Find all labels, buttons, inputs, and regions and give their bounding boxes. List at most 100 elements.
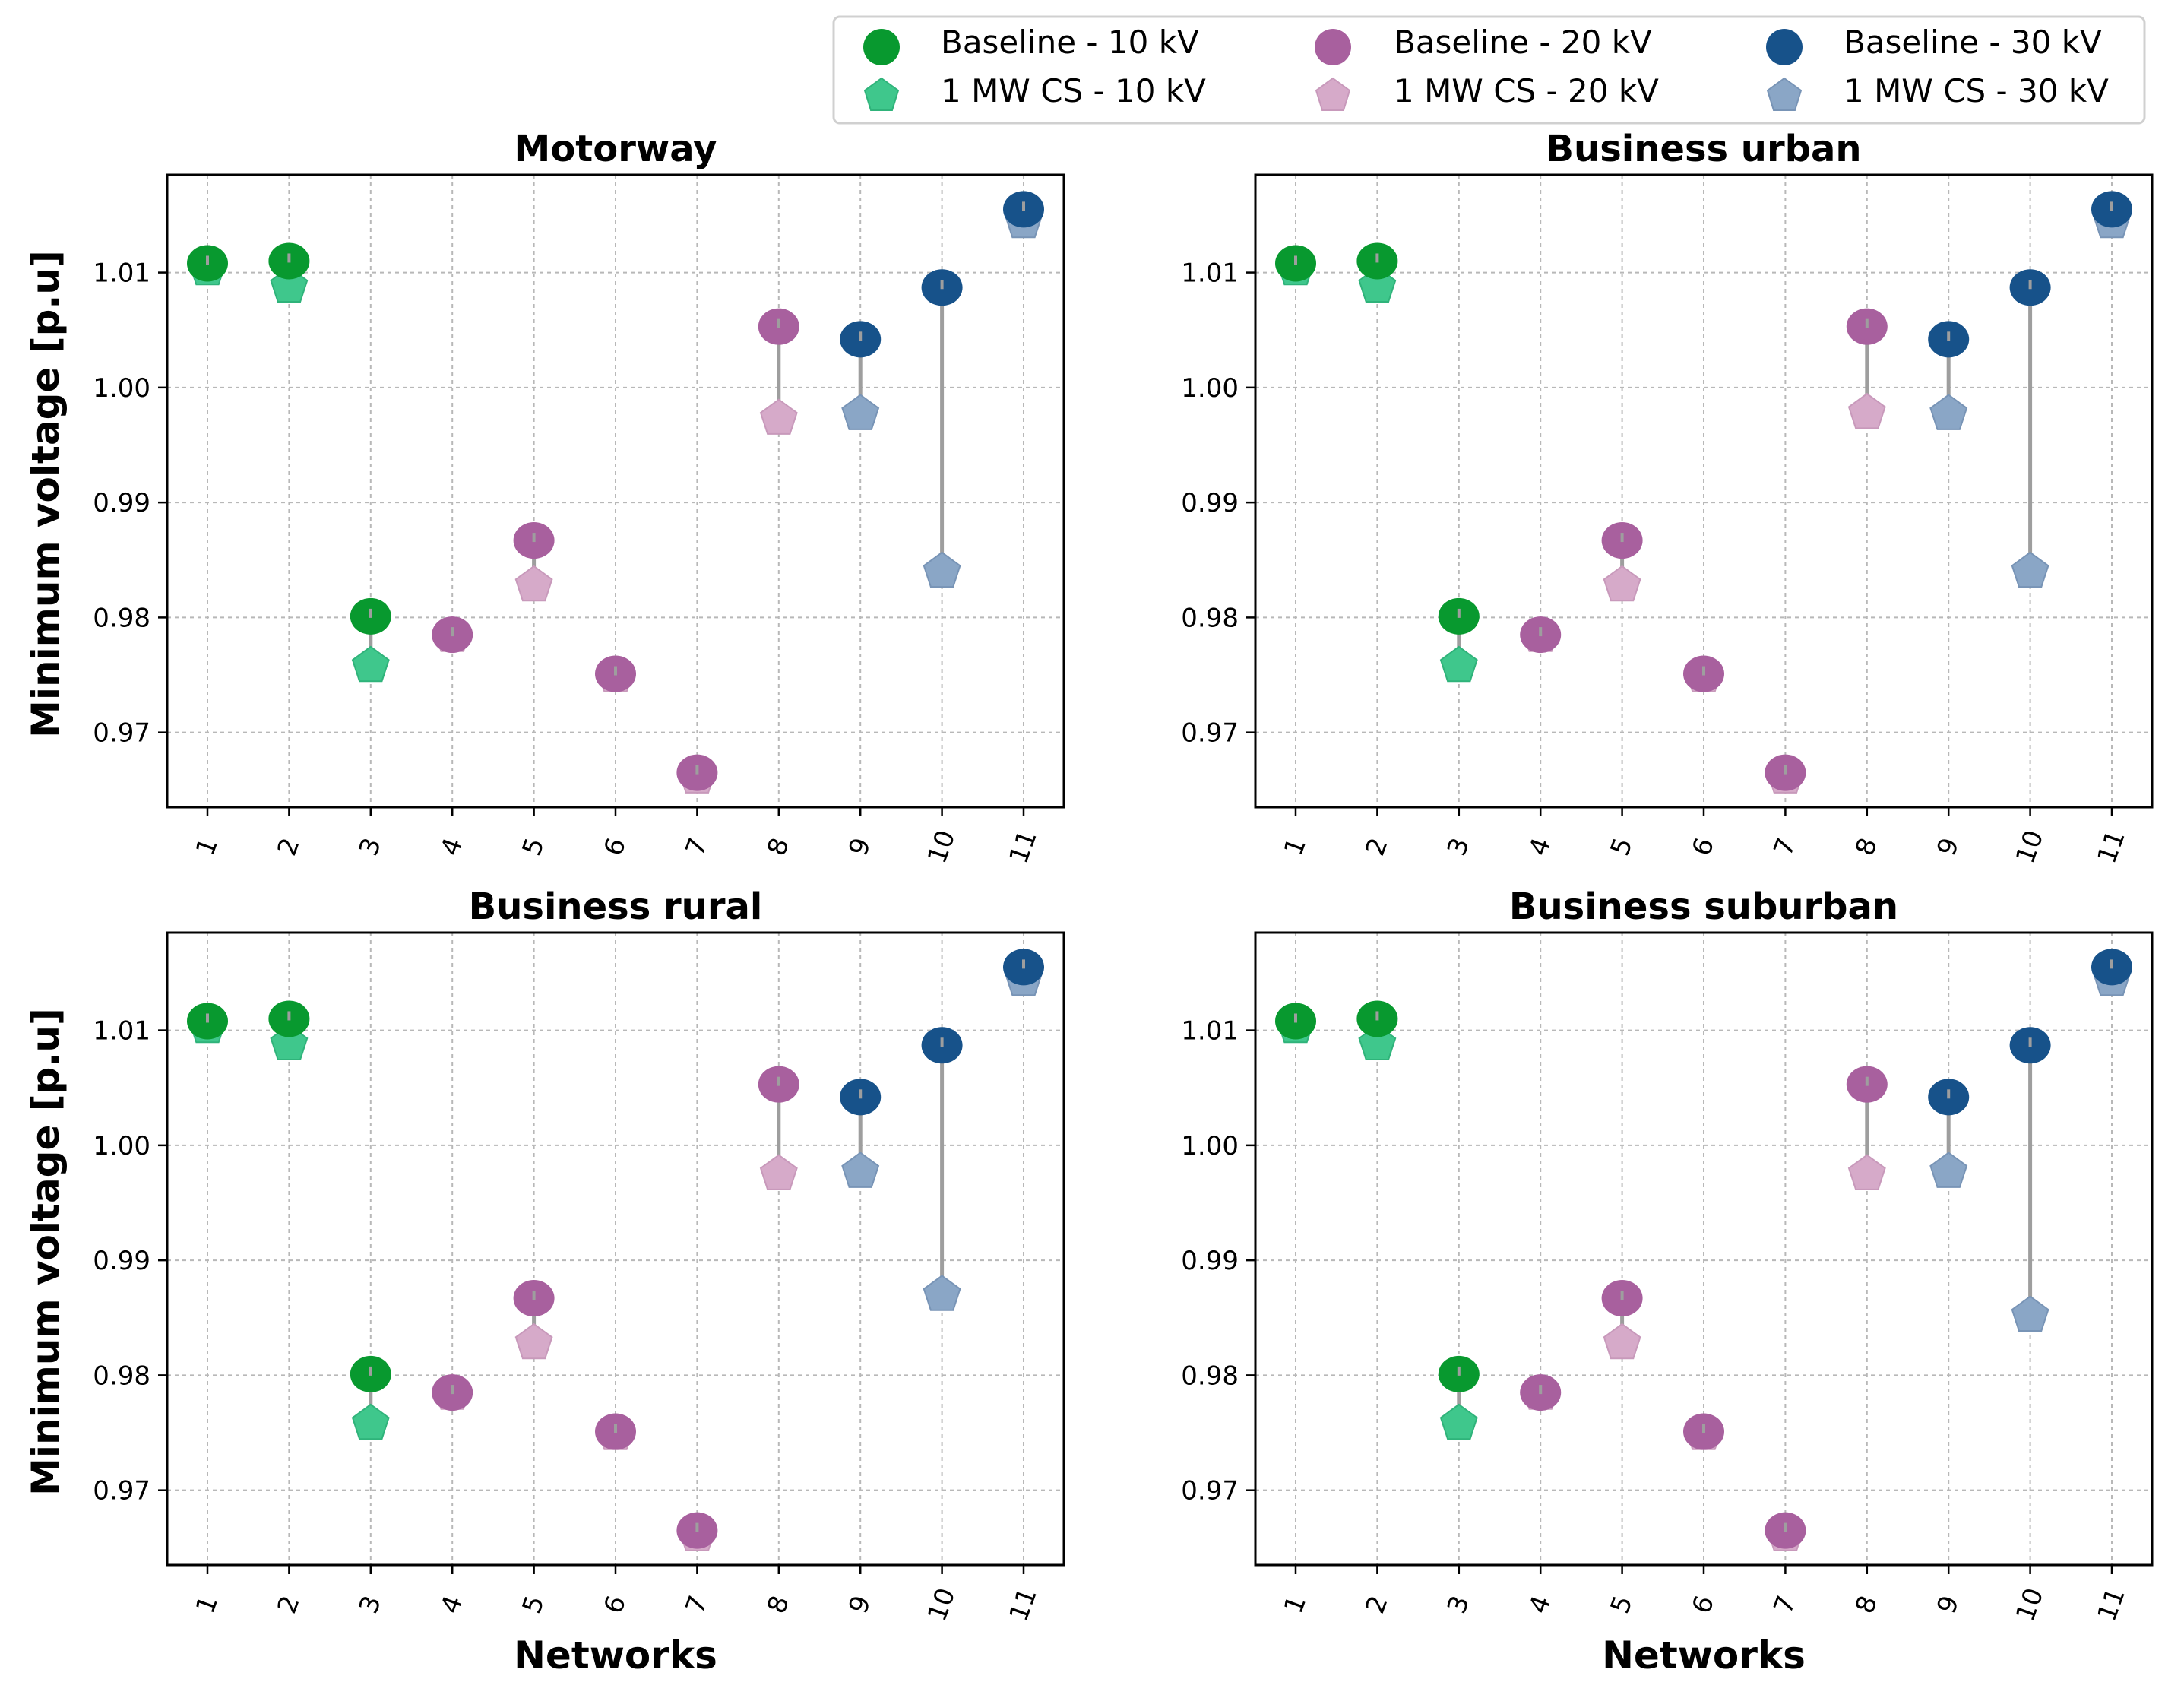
cs-marker	[759, 398, 798, 435]
x-tick-label: 11	[2091, 826, 2131, 867]
x-tick-label: 3	[353, 834, 388, 860]
x-tick-label: 2	[272, 1592, 306, 1617]
x-tick-label: 1	[190, 1592, 224, 1617]
cs-marker	[1929, 394, 1968, 430]
cs-marker	[2011, 1295, 2049, 1332]
x-tick-label: 5	[517, 834, 551, 860]
y-tick-label: 0.99	[1181, 488, 1239, 518]
panel-business-suburban: Business suburban 0.97 0.98 0.99 1.00 1.01 1 2…	[1181, 885, 2154, 1677]
legend-marker-cs-10kv	[863, 77, 900, 111]
x-tick-label: 2	[272, 834, 306, 860]
x-tick-label: 9	[843, 1592, 877, 1617]
y-tick-label: 0.99	[1181, 1246, 1239, 1276]
axes-frame	[1254, 173, 2154, 809]
x-tick-label: 6	[598, 834, 632, 860]
x-tick-label: 11	[1003, 1584, 1043, 1625]
plot-area: 0.97 0.98 0.99 1.00 1.01 1 2 3 4 5 6 7 8 9 10 11	[93, 931, 1065, 1625]
plot-area: 0.97 0.98 0.99 1.00 1.01 1 2 3 4 5 6 7 8 9 10 11	[93, 173, 1065, 867]
axes-frame	[166, 173, 1065, 809]
x-tick-label: 2	[1360, 834, 1394, 860]
cs-marker	[1929, 1152, 1968, 1188]
y-axis-label: Minimum voltage [p.u]	[24, 1008, 68, 1496]
legend-label-baseline-30kv: Baseline - 30 kV	[1844, 24, 2102, 61]
y-tick-label: 0.98	[93, 603, 150, 633]
legend-label-cs-30kv: 1 MW CS - 30 kV	[1844, 72, 2109, 109]
x-tick-label: 8	[761, 834, 796, 860]
y-tick-label: 0.97	[1181, 718, 1239, 749]
panel-title: Business urban	[1546, 128, 1861, 170]
y-tick-label: 0.97	[93, 718, 150, 749]
x-tick-label: 6	[598, 1592, 632, 1617]
plot-area: 0.97 0.98 0.99 1.00 1.01 1 2 3 4 5 6 7 8 9 10 11	[1181, 931, 2154, 1625]
plot-area: 0.97 0.98 0.99 1.00 1.01 1 2 3 4 5 6 7 8 9 10 11	[1181, 173, 2154, 867]
panel-business-urban: Business urban 0.97 0.98 0.99 1.00 1.01 1 2 3 4 5…	[1181, 128, 2154, 867]
x-tick-label: 9	[843, 834, 877, 860]
cs-marker	[1603, 1323, 1641, 1360]
y-tick-label: 0.98	[93, 1361, 150, 1391]
x-tick-label: 3	[1442, 834, 1476, 860]
x-tick-label: 4	[1523, 1592, 1557, 1617]
legend-label-cs-10kv: 1 MW CS - 10 kV	[941, 72, 1206, 109]
x-tick-label: 4	[435, 1592, 469, 1617]
panel-title: Business suburban	[1509, 885, 1898, 928]
x-tick-label: 7	[1768, 834, 1803, 860]
cs-marker	[514, 1323, 553, 1360]
legend-frame	[832, 15, 2146, 125]
y-tick-label: 0.99	[93, 1246, 150, 1276]
x-tick-label: 7	[1768, 1592, 1803, 1617]
x-tick-label: 6	[1686, 1592, 1720, 1617]
y-tick-label: 0.98	[1181, 1361, 1239, 1391]
cs-marker	[923, 1275, 961, 1311]
x-tick-label: 6	[1686, 834, 1720, 860]
x-tick-label: 9	[1931, 1592, 1965, 1617]
y-tick-label: 1.00	[1181, 373, 1239, 404]
x-tick-label: 1	[1278, 1592, 1312, 1617]
y-tick-label: 0.99	[93, 488, 150, 518]
x-tick-label: 3	[1442, 1592, 1476, 1617]
cs-marker	[1603, 565, 1641, 602]
y-tick-label: 1.01	[1181, 258, 1239, 289]
x-tick-label: 8	[761, 1592, 796, 1617]
y-tick-label: 0.97	[1181, 1476, 1239, 1506]
x-tick-label: 10	[922, 1584, 961, 1625]
x-tick-label: 1	[1278, 834, 1312, 860]
cs-marker	[759, 1154, 798, 1190]
legend-label-baseline-10kv: Baseline - 10 kV	[941, 24, 1199, 61]
cs-marker	[1439, 1403, 1478, 1440]
x-tick-label: 2	[1360, 1592, 1394, 1617]
x-tick-label: 1	[190, 834, 224, 860]
cs-marker	[351, 645, 390, 683]
x-tick-label: 10	[922, 826, 961, 867]
y-tick-label: 1.01	[93, 1016, 150, 1047]
cs-marker	[2011, 551, 2049, 588]
legend-label-baseline-20kv: Baseline - 20 kV	[1394, 24, 1652, 61]
cs-marker	[351, 1403, 390, 1440]
x-tick-label: 4	[435, 834, 469, 860]
x-tick-label: 5	[1605, 1592, 1639, 1617]
x-tick-label: 8	[1850, 834, 1884, 860]
x-axis-label: Networks	[1602, 1633, 1806, 1677]
y-tick-label: 1.00	[93, 373, 150, 404]
cs-marker	[1439, 645, 1478, 683]
axes-frame	[166, 931, 1065, 1567]
x-axis-label: Networks	[514, 1633, 717, 1677]
cs-marker	[841, 1152, 880, 1188]
legend-marker-baseline-10kv	[863, 29, 900, 65]
legend-marker-baseline-20kv	[1315, 29, 1351, 65]
legend: Baseline - 10 kV 1 MW CS - 10 kV Baselin…	[832, 15, 2146, 125]
legend-marker-cs-20kv	[1315, 77, 1351, 111]
x-tick-label: 5	[1605, 834, 1639, 860]
cs-marker	[1847, 392, 1886, 429]
panel-business-rural: Business rural 0.97 0.98 0.99 1.00 1.01 1 2 3 4 5…	[24, 885, 1065, 1677]
panel-title: Motorway	[514, 128, 717, 170]
x-tick-label: 5	[517, 1592, 551, 1617]
y-tick-label: 1.01	[93, 258, 150, 289]
y-tick-label: 0.97	[93, 1476, 150, 1506]
y-tick-label: 1.00	[1181, 1131, 1239, 1161]
legend-marker-baseline-30kv	[1766, 29, 1803, 65]
axes-frame	[1254, 931, 2154, 1567]
cs-marker	[514, 565, 553, 602]
cs-marker	[923, 551, 961, 588]
